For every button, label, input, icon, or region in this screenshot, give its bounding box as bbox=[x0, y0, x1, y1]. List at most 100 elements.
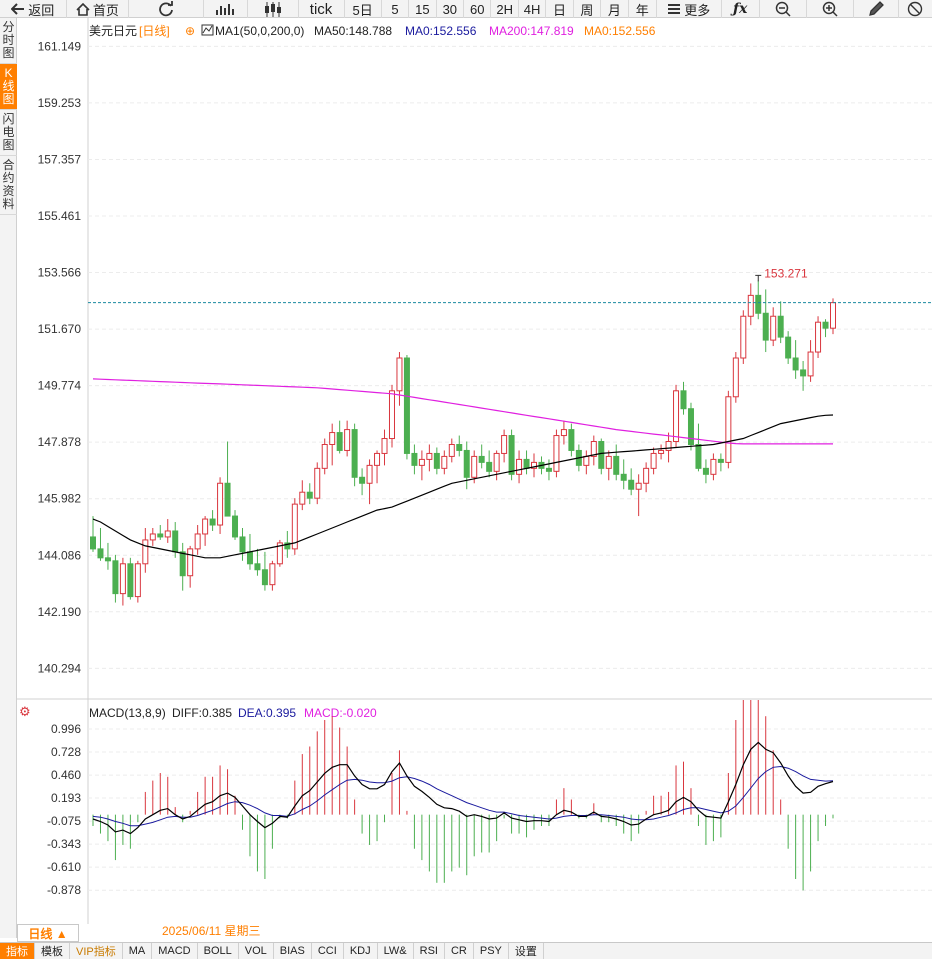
candle-body bbox=[374, 452, 381, 466]
indicator-tab-8[interactable]: CCI bbox=[312, 943, 344, 959]
side-tab-contract-info[interactable]: 合约资料 bbox=[0, 156, 17, 215]
indicator-tab-10[interactable]: LW& bbox=[378, 943, 414, 959]
formula-button[interactable]: ƒx bbox=[722, 0, 760, 18]
price-tick-label: 155.461 bbox=[38, 209, 82, 223]
period-2h[interactable]: 2H bbox=[491, 0, 519, 18]
candle-body bbox=[628, 479, 635, 490]
candle-body bbox=[680, 390, 687, 410]
side-tab-char: 分 bbox=[2, 20, 15, 34]
candle-body bbox=[344, 429, 351, 451]
indicator-tab-11[interactable]: RSI bbox=[414, 943, 445, 959]
candle-body bbox=[441, 455, 448, 469]
candle-body bbox=[306, 491, 313, 499]
zoom-out-button[interactable] bbox=[760, 0, 807, 18]
candle-body bbox=[172, 530, 179, 553]
candle-body bbox=[830, 302, 836, 329]
macd-tick-label: 0.996 bbox=[51, 722, 81, 736]
crosshair-date: 2025/06/11 星期三 bbox=[162, 924, 261, 938]
macd-settings-icon[interactable]: ⚙ bbox=[19, 704, 31, 719]
candle-body bbox=[725, 396, 732, 463]
indicator-tab-1[interactable]: 模板 bbox=[35, 943, 70, 959]
candle-body bbox=[702, 467, 709, 475]
indicator-tab-9[interactable]: KDJ bbox=[344, 943, 378, 959]
candle-body bbox=[291, 503, 298, 550]
candle-body bbox=[815, 321, 822, 353]
period-label: [日线] bbox=[139, 24, 170, 38]
candle-body bbox=[224, 482, 231, 517]
menu-icon bbox=[667, 3, 681, 15]
price-tick-label: 159.253 bbox=[38, 96, 82, 110]
side-tab-char: 线 bbox=[2, 79, 15, 93]
more-button[interactable]: 更多 bbox=[657, 0, 722, 18]
period-selector-button[interactable]: 日线 ▲ bbox=[17, 924, 79, 942]
candle-body bbox=[777, 315, 784, 338]
zoom-out-icon bbox=[775, 1, 791, 17]
back-arrow-icon bbox=[11, 3, 25, 15]
candle-body bbox=[232, 515, 239, 538]
candle-body bbox=[486, 461, 493, 472]
period-year[interactable]: 年 bbox=[629, 0, 657, 18]
candle-body bbox=[239, 536, 246, 553]
period-5d[interactable]: 5日 bbox=[345, 0, 382, 18]
indicator-tab-5[interactable]: BOLL bbox=[198, 943, 239, 959]
macd-lines bbox=[92, 741, 834, 835]
zoom-in-button[interactable] bbox=[807, 0, 854, 18]
side-tab-timeshare[interactable]: 分时图 bbox=[0, 18, 17, 64]
macd-value: MACD:-0.020 bbox=[304, 706, 377, 720]
home-button[interactable]: 首页 bbox=[67, 0, 130, 18]
indicator-tab-4[interactable]: MACD bbox=[152, 943, 198, 959]
period-15[interactable]: 15 bbox=[409, 0, 437, 18]
candle-body bbox=[531, 461, 538, 469]
candle-body bbox=[717, 458, 724, 463]
period-week[interactable]: 周 bbox=[574, 0, 602, 18]
indicator-tab-14[interactable]: 设置 bbox=[509, 943, 544, 959]
candle-body bbox=[90, 536, 96, 550]
ma50-value: MA50:148.788 bbox=[314, 24, 392, 38]
period-30[interactable]: 30 bbox=[437, 0, 465, 18]
price-tick-label: 157.357 bbox=[38, 152, 82, 166]
price-chart[interactable]: 美元日元 [日线] ⊕ MA1(50,0,200,0) MA50:148.788… bbox=[17, 18, 932, 700]
candlestick-button[interactable] bbox=[248, 0, 299, 18]
period-60[interactable]: 60 bbox=[464, 0, 492, 18]
draw-button[interactable] bbox=[854, 0, 899, 18]
tick-button[interactable]: tick bbox=[299, 0, 345, 18]
price-tick-label: 149.774 bbox=[38, 379, 82, 393]
period-4h[interactable]: 4H bbox=[519, 0, 547, 18]
side-tab-char: 图 bbox=[2, 92, 15, 106]
back-button[interactable]: 返回 bbox=[0, 0, 67, 18]
clear-button[interactable] bbox=[899, 0, 932, 18]
indicator-tab-2[interactable]: VIP指标 bbox=[70, 943, 123, 959]
chart-type-button[interactable] bbox=[204, 0, 248, 18]
price-grid bbox=[88, 45, 932, 669]
candle-body bbox=[583, 455, 590, 466]
zoom-in-icon bbox=[822, 1, 838, 17]
pencil-icon bbox=[868, 1, 884, 17]
indicator-tab-7[interactable]: BIAS bbox=[274, 943, 312, 959]
candle-body bbox=[493, 452, 500, 472]
indicator-tab-3[interactable]: MA bbox=[123, 943, 153, 959]
macd-chart[interactable]: ⚙ MACD(13,8,9) DIFF:0.385 DEA:0.395 MACD… bbox=[17, 700, 932, 924]
indicator-tab-13[interactable]: PSY bbox=[474, 943, 509, 959]
indicator-tabs: 指标 模板 VIP指标 MA MACD BOLL VOL BIAS CCI KDJ LW& RSI CR… bbox=[0, 942, 932, 959]
indicator-tab-0[interactable]: 指标 bbox=[0, 943, 35, 959]
candle-body bbox=[104, 557, 111, 562]
indicator-tab-6[interactable]: VOL bbox=[239, 943, 274, 959]
side-tab-char: 合 bbox=[2, 158, 15, 172]
candle-body bbox=[560, 429, 567, 437]
candle-body bbox=[127, 563, 134, 598]
toolbar: 返回 首页 tick 5日 5 15 30 60 2H 4H 日 周 月 年 更… bbox=[0, 0, 932, 18]
ma200-value: MA200:147.819 bbox=[489, 24, 574, 38]
candle-body bbox=[411, 452, 418, 466]
candle-body bbox=[800, 369, 807, 377]
period-day[interactable]: 日 bbox=[546, 0, 574, 18]
candle-body bbox=[658, 449, 665, 454]
refresh-button[interactable] bbox=[129, 0, 204, 18]
ma-indicator-icon bbox=[201, 24, 214, 36]
side-tab-flash[interactable]: 闪电图 bbox=[0, 110, 17, 156]
period-5[interactable]: 5 bbox=[382, 0, 410, 18]
period-month[interactable]: 月 bbox=[601, 0, 629, 18]
settings-icon[interactable]: ⊕ bbox=[185, 24, 195, 38]
candle-body bbox=[755, 294, 762, 314]
indicator-tab-12[interactable]: CR bbox=[445, 943, 474, 959]
